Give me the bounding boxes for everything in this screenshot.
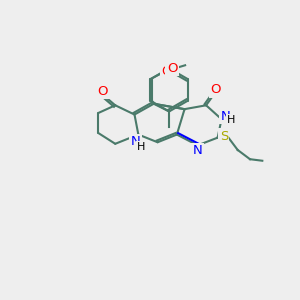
Text: O: O: [210, 83, 220, 96]
Text: N: N: [130, 135, 140, 148]
Text: N: N: [193, 144, 202, 157]
Text: H: H: [226, 115, 235, 125]
Text: O: O: [98, 85, 108, 98]
Text: H: H: [136, 142, 145, 152]
Text: O: O: [162, 65, 172, 78]
Text: N: N: [220, 110, 230, 123]
Text: O: O: [167, 62, 177, 75]
Text: S: S: [220, 130, 228, 142]
